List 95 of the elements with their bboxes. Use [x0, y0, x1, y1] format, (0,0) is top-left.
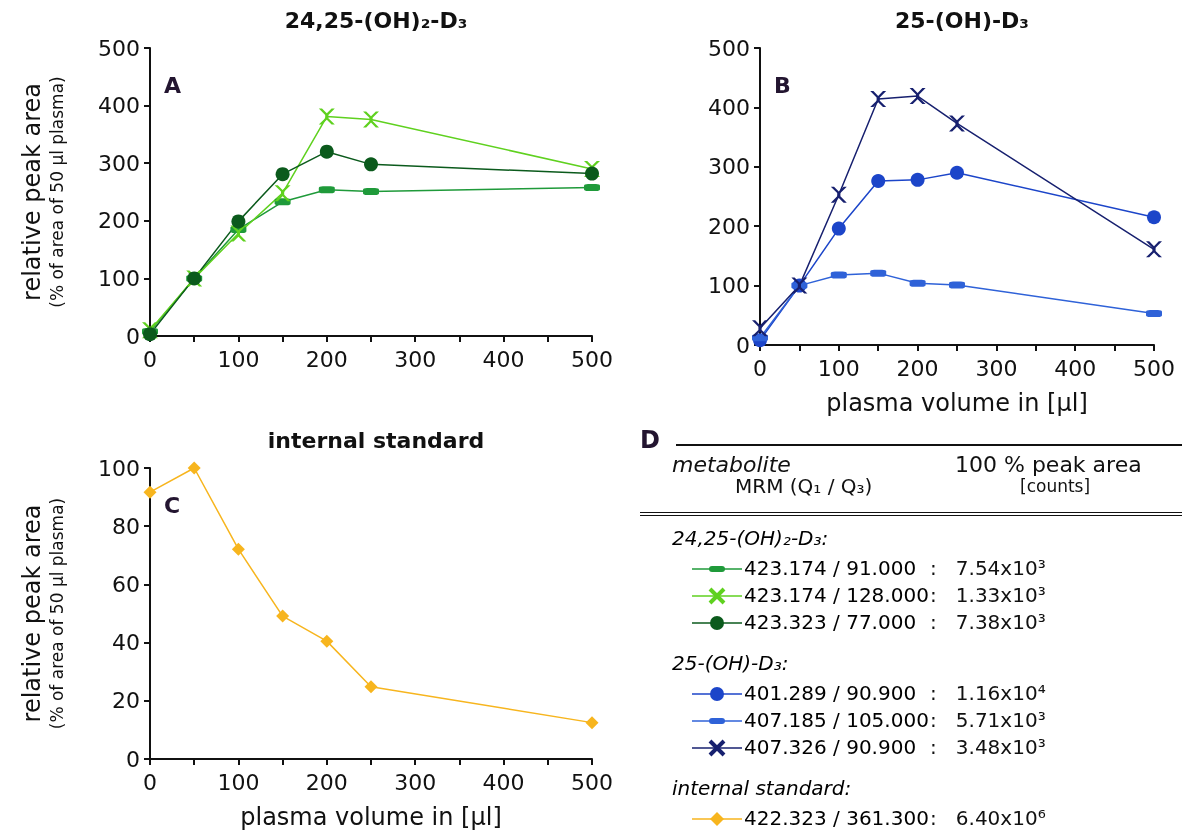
y-tick-label: 300	[98, 150, 140, 176]
point	[275, 167, 290, 182]
point	[364, 157, 378, 172]
annotation: C	[164, 492, 181, 518]
x-tick-label: 0	[143, 346, 157, 372]
legend-label: 401.289 / 90.900	[744, 681, 917, 705]
text: 100 % peak area	[955, 452, 1142, 477]
point	[318, 108, 335, 125]
y-tick-label: 40	[112, 630, 140, 656]
point	[319, 144, 334, 159]
point	[143, 485, 157, 499]
y-tick-label: 500	[708, 35, 750, 61]
x-axis-title: plasma volume in [µl]	[826, 389, 1088, 417]
point	[910, 172, 925, 187]
text: : 7.38x10³	[930, 610, 1046, 634]
x-axis-title: plasma volume in [µl]	[240, 803, 502, 831]
x-tick-label: 100	[217, 346, 260, 372]
legend-label: 423.323 / 77.000	[744, 610, 917, 634]
x-tick-label: 500	[571, 769, 613, 795]
point	[585, 166, 599, 181]
x-tick-label: 500	[571, 346, 613, 372]
chart-title: 24,25-(OH)₂-D₃	[284, 7, 468, 33]
legend-title: internal standard:	[672, 776, 852, 800]
annotation: B	[774, 72, 791, 98]
x-tick-label: 200	[305, 346, 348, 372]
text: D	[640, 426, 660, 454]
text: : 1.33x10³	[930, 583, 1046, 607]
x-tick-label: 400	[482, 769, 525, 795]
legend-label: 407.185 / 105.000	[744, 708, 929, 732]
x-tick-label: 500	[1133, 355, 1175, 381]
y-tick-label: 300	[708, 154, 750, 180]
text: : 6.40x10⁶	[930, 806, 1046, 830]
y-tick-label: 500	[98, 35, 140, 61]
x-tick-label: 200	[305, 769, 348, 795]
y-axis-title: relative peak area (% of area of 50 µl plasma)	[18, 497, 67, 730]
point	[363, 111, 379, 128]
point	[1147, 210, 1161, 225]
y-tick-label: 100	[708, 273, 750, 299]
x-tick-label: 100	[817, 355, 860, 381]
x-tick-label: 300	[394, 769, 437, 795]
y-tick-label: 0	[126, 323, 140, 349]
y-tick-label: 20	[112, 688, 140, 714]
point	[143, 327, 157, 342]
text: : 7.54x10³	[930, 556, 1046, 580]
x-tick-label: 200	[896, 355, 939, 381]
point	[871, 174, 886, 189]
y-tick-label: 200	[98, 208, 140, 234]
legend-label: 407.326 / 90.900	[744, 735, 917, 759]
text: : 5.71x10³	[930, 708, 1046, 732]
y-tick-label: 100	[98, 265, 140, 291]
point	[752, 320, 768, 337]
point	[831, 221, 846, 236]
text: [counts]	[1020, 476, 1091, 496]
x-tick-label: 0	[753, 355, 767, 381]
point	[830, 186, 847, 203]
annotation: A	[164, 72, 182, 98]
y-tick-label: 80	[112, 513, 140, 539]
legend-label: 423.174 / 128.000	[744, 583, 929, 607]
x-tick-label: 0	[143, 769, 157, 795]
point	[231, 542, 245, 556]
point	[276, 609, 290, 623]
point	[950, 165, 964, 180]
point	[274, 185, 291, 202]
point	[187, 461, 201, 475]
y-tick-label: 400	[98, 93, 140, 119]
point	[585, 716, 599, 730]
point	[320, 634, 334, 648]
point	[231, 214, 246, 229]
text: MRM (Q₁ / Q₃)	[735, 474, 873, 498]
legend-label: 423.174 / 91.000	[744, 556, 917, 580]
chart-title: internal standard	[267, 427, 485, 453]
text: metabolite	[672, 452, 791, 477]
y-tick-label: 100	[98, 455, 140, 481]
legend-label: 422.323 / 361.300	[744, 806, 929, 830]
x-tick-label: 100	[217, 769, 260, 795]
point	[870, 91, 887, 108]
text: : 3.48x10³	[930, 735, 1046, 759]
text: : 1.16x10⁴	[930, 681, 1046, 705]
point	[909, 88, 926, 105]
y-tick-label: 400	[708, 94, 750, 120]
point	[230, 225, 247, 242]
point	[1146, 241, 1162, 258]
y-tick-label: 0	[126, 746, 140, 772]
x-tick-label: 300	[975, 355, 1018, 381]
y-tick-label: 60	[112, 571, 140, 597]
point	[364, 680, 378, 694]
point	[949, 115, 965, 132]
y-axis-title: relative peak area (% of area of 50 µl plasma)	[18, 76, 67, 308]
legend-title: 24,25-(OH)₂-D₃:	[672, 526, 829, 550]
x-tick-label: 400	[482, 346, 525, 372]
legend-title: 25-(OH)-D₃:	[672, 651, 789, 675]
chart-title: 25-(OH)-D₃	[895, 7, 1029, 33]
x-tick-label: 400	[1054, 355, 1097, 381]
x-tick-label: 300	[394, 346, 437, 372]
y-tick-label: 200	[708, 213, 750, 239]
